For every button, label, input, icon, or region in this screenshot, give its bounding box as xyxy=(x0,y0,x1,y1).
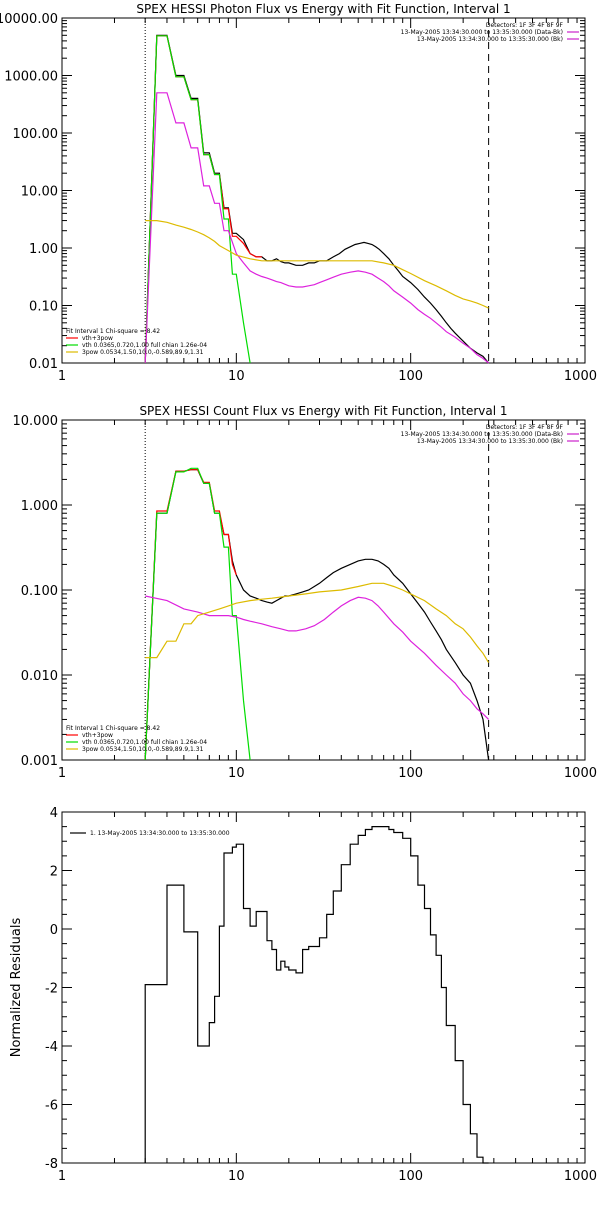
series-line-0 xyxy=(144,469,490,761)
y-tick-label: 0 xyxy=(50,923,58,938)
y-axis-label: Normalized Residuals xyxy=(9,918,24,1058)
y-tick-label: 0.10 xyxy=(29,300,58,315)
series-line-4 xyxy=(145,220,489,309)
legend-left-text: vth 0.0365,0.720,1.00 full chian 1.26e-0… xyxy=(82,342,207,349)
x-tick-label: 10 xyxy=(228,766,245,781)
plot-frame-0 xyxy=(61,17,586,364)
series-line-3 xyxy=(145,595,490,720)
x-tick-label: 1 xyxy=(58,1169,66,1184)
x-tick-label: 10 xyxy=(228,369,245,384)
legend-right-text: 13-May-2005 13:34:30.000 to 13:35:30.000… xyxy=(417,438,563,445)
y-tick-label: 10.000 xyxy=(13,414,59,429)
legend-left-text: vth 0.0365,0.720,1.00 full chian 1.26e-0… xyxy=(82,739,207,746)
plot-frame-2 xyxy=(61,811,586,1164)
legend-right-text: 13-May-2005 13:34:30.000 to 13:35:30.000… xyxy=(417,36,563,43)
chart-title: SPEX HESSI Count Flux vs Energy with Fit… xyxy=(139,404,507,418)
series-line-2 xyxy=(144,35,251,364)
x-tick-label: 1000 xyxy=(564,369,597,384)
series-line-0 xyxy=(144,34,490,364)
y-tick-label: 0.010 xyxy=(21,669,58,684)
y-tick-label: -2 xyxy=(45,982,58,997)
legend-left-header: Fit Interval 1 Chi-square = 8.42 xyxy=(66,328,160,335)
x-tick-label: 1 xyxy=(58,766,66,781)
legend-left-text: 1. 13-May-2005 13:34:30.000 to 13:35:30.… xyxy=(90,830,230,837)
legend-right-text: Detectors: 1F 3F 4F 8F 9F xyxy=(486,22,564,29)
y-tick-label: 1000.00 xyxy=(4,70,58,85)
y-tick-label: 4 xyxy=(50,806,58,821)
y-tick-label: -6 xyxy=(45,1099,58,1114)
series-line-0 xyxy=(144,825,489,1164)
legend-left-text: vth+3pow xyxy=(82,732,113,739)
y-tick-label: 1.000 xyxy=(21,499,58,514)
y-tick-label: 100.00 xyxy=(13,127,59,142)
legend-right-text: 13-May-2005 13:34:30.000 to 13:35:30.000… xyxy=(401,29,563,36)
legend-left-text: 3pow 0.0534,1.50,10.0,-0.589,89.9,1.31 xyxy=(82,349,204,356)
x-tick-label: 100 xyxy=(398,1169,423,1184)
legend-right-text: 13-May-2005 13:34:30.000 to 13:35:30.000… xyxy=(401,431,563,438)
x-tick-label: 1000 xyxy=(564,766,597,781)
series-line-1 xyxy=(144,35,262,364)
y-tick-label: 0.01 xyxy=(29,357,58,372)
legend-left-header: Fit Interval 1 Chi-square = 8.42 xyxy=(66,725,160,732)
series-line-3 xyxy=(144,92,489,364)
y-tick-label: -8 xyxy=(45,1157,58,1172)
y-tick-label: -4 xyxy=(45,1040,58,1055)
plot-frame-1 xyxy=(61,419,586,761)
x-tick-label: 10 xyxy=(228,1169,245,1184)
y-tick-label: 10.00 xyxy=(21,185,58,200)
series-line-2 xyxy=(144,467,251,761)
y-tick-label: 2 xyxy=(50,865,58,880)
y-tick-label: 10000.00 xyxy=(0,12,58,27)
x-tick-label: 1 xyxy=(58,369,66,384)
chart-title: SPEX HESSI Photon Flux vs Energy with Fi… xyxy=(136,2,510,16)
legend-right-text: Detectors: 1F 3F 4F 8F 9F xyxy=(486,424,564,431)
legend-left-text: 3pow 0.0534,1.50,10.0,-0.589,89.9,1.31 xyxy=(82,746,204,753)
x-tick-label: 100 xyxy=(398,766,423,781)
x-tick-label: 1000 xyxy=(564,1169,597,1184)
x-tick-label: 100 xyxy=(398,369,423,384)
y-tick-label: 0.100 xyxy=(21,584,58,599)
series-line-4 xyxy=(145,582,490,663)
y-tick-label: 0.001 xyxy=(21,754,58,769)
y-tick-label: 1.00 xyxy=(29,242,58,257)
legend-left-text: vth+3pow xyxy=(82,335,113,342)
